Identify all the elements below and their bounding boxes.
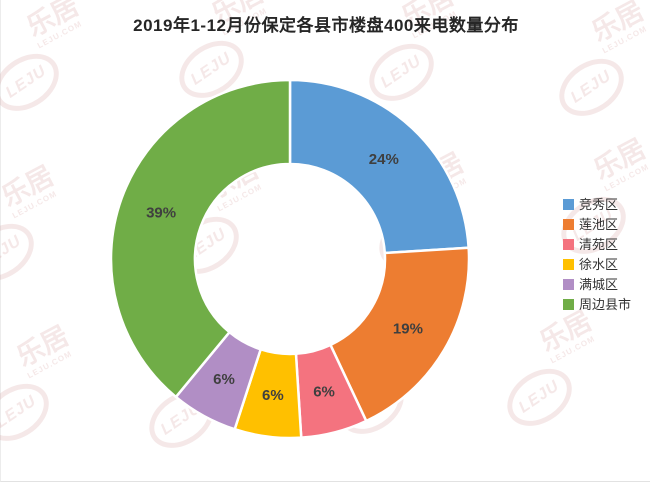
chart-title: 2019年1-12月份保定各县市楼盘400来电数量分布	[133, 16, 519, 35]
legend-item-zhoubian: 周边县市	[563, 295, 631, 314]
slice-data-label: 6%	[262, 387, 284, 404]
legend-label: 竞秀区	[579, 197, 619, 212]
legend-item-xushui: 徐水区	[563, 255, 631, 274]
legend-label: 周边县市	[579, 297, 632, 312]
legend-item-lianchi: 莲池区	[563, 215, 631, 234]
legend-swatch-lianchi	[563, 219, 574, 230]
slice-data-label: 6%	[213, 371, 235, 388]
slice-data-label: 24%	[369, 151, 399, 168]
legend-swatch-zhoubian	[563, 299, 574, 310]
legend-item-qingyuan: 清苑区	[563, 235, 631, 254]
legend-item-jingxiu: 竞秀区	[563, 195, 631, 214]
slice-data-label: 19%	[393, 321, 423, 338]
pie-slice-0	[288, 78, 470, 255]
legend-label: 徐水区	[579, 257, 619, 272]
legend: 竞秀区 莲池区 清苑区 徐水区 满城区 周边县市	[563, 195, 631, 315]
legend-item-mancheng: 满城区	[563, 275, 631, 294]
legend-swatch-mancheng	[563, 279, 574, 290]
slice-data-label: 6%	[313, 384, 335, 401]
legend-label: 莲池区	[579, 217, 619, 232]
pie-slice-1	[329, 246, 471, 423]
legend-label: 满城区	[579, 277, 619, 292]
legend-swatch-jingxiu	[563, 199, 574, 210]
legend-label: 清苑区	[579, 237, 619, 252]
slice-data-label: 39%	[146, 205, 176, 222]
legend-swatch-qingyuan	[563, 239, 574, 250]
pie-slice-5	[109, 78, 292, 399]
legend-swatch-xushui	[563, 259, 574, 270]
